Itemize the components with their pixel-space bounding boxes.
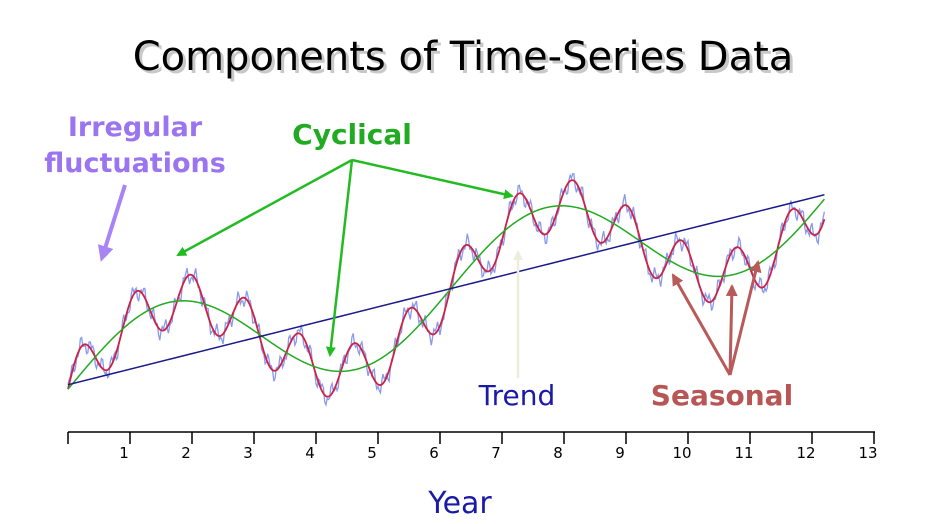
- x-tick-label-6: 6: [429, 444, 439, 462]
- seasonal-arrow-2: [725, 284, 738, 376]
- irregular-label-line1: Irregular: [68, 112, 203, 143]
- x-tick-label-3: 3: [243, 444, 253, 462]
- x-tick-label-2: 2: [181, 444, 191, 462]
- x-tick-label-7: 7: [491, 444, 501, 462]
- irregular-arrow: [97, 184, 127, 262]
- seasonal-arrow-1: [671, 273, 732, 376]
- cyclical-arrow-2: [325, 159, 354, 357]
- x-tick-label-4: 4: [305, 444, 315, 462]
- seasonal-series-line: [67, 179, 826, 398]
- x-tick-label-12: 12: [796, 444, 815, 462]
- trend-series-line: [67, 194, 825, 386]
- x-tick-label-5: 5: [367, 444, 377, 462]
- cyclical-label: Cyclical: [292, 118, 412, 151]
- irregular-label-line2: fluctuations: [44, 148, 226, 179]
- cyclical-arrow-3: [351, 158, 514, 200]
- cyclical-arrow-1: [176, 158, 353, 257]
- x-tick-label-8: 8: [553, 444, 563, 462]
- seasonal-arrow-3: [728, 260, 762, 376]
- x-axis-label: Year: [427, 486, 492, 521]
- x-tick-label-9: 9: [615, 444, 625, 462]
- cyclical-series-line: [67, 198, 825, 390]
- x-tick-label-10: 10: [672, 444, 691, 462]
- x-tick-label-1: 1: [119, 444, 129, 462]
- trend-label: Trend: [478, 379, 556, 412]
- series-layer: [67, 173, 826, 408]
- chart-title: Components of Time-Series Data: [133, 34, 794, 80]
- annotation-arrows: [97, 158, 762, 378]
- x-tick-label-13: 13: [858, 444, 877, 462]
- x-axis-ticks: 1 2 3 4 5 6 7 8 9 10 11 12 13: [67, 432, 878, 462]
- seasonal-label: Seasonal: [651, 379, 793, 412]
- x-tick-label-11: 11: [734, 444, 753, 462]
- chart-title-shadow: Components of Time-Series Data: [136, 37, 797, 83]
